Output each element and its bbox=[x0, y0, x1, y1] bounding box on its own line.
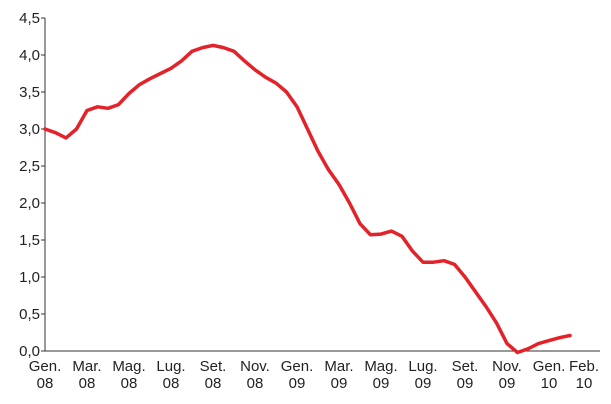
y-tick-label: 0,5 bbox=[19, 306, 40, 323]
series-line bbox=[43, 43, 572, 355]
x-tick-year: 09 bbox=[499, 375, 516, 392]
x-tick-label: Lug. 08 bbox=[156, 358, 185, 392]
x-tick-year: 08 bbox=[79, 375, 96, 392]
x-tick-month: Set. bbox=[452, 358, 479, 375]
x-tick-label: Set. 08 bbox=[200, 358, 227, 392]
x-tick-year: 08 bbox=[121, 375, 138, 392]
x-tick-label: Mar. 08 bbox=[72, 358, 101, 392]
x-tick-month: Mar. bbox=[72, 358, 101, 375]
x-tick-month: Feb. bbox=[569, 358, 599, 375]
x-tick-year: 08 bbox=[247, 375, 264, 392]
x-tick-year: 09 bbox=[289, 375, 306, 392]
y-tick-label: 1,5 bbox=[19, 232, 40, 249]
x-tick-label: Set. 09 bbox=[452, 358, 479, 392]
x-tick-year: 08 bbox=[163, 375, 180, 392]
x-tick-month: Mag. bbox=[112, 358, 145, 375]
x-tick-label: Mag. 08 bbox=[112, 358, 145, 392]
x-tick-year: 10 bbox=[576, 375, 593, 392]
x-tick-year: 09 bbox=[373, 375, 390, 392]
y-tick-label: 3,0 bbox=[19, 121, 40, 138]
x-tick-year: 09 bbox=[415, 375, 432, 392]
x-tick-label: Gen. 10 bbox=[533, 358, 566, 392]
x-tick-label: Nov. 08 bbox=[240, 358, 270, 392]
x-tick-year: 09 bbox=[457, 375, 474, 392]
y-tick-label: 1,0 bbox=[19, 269, 40, 286]
x-tick-year: 08 bbox=[37, 375, 54, 392]
x-tick-label: Lug. 09 bbox=[408, 358, 437, 392]
x-tick-label: Mar. 09 bbox=[324, 358, 353, 392]
x-tick-month: Lug. bbox=[408, 358, 437, 375]
y-tick-label: 4,0 bbox=[19, 47, 40, 64]
x-tick-year: 10 bbox=[541, 375, 558, 392]
x-tick-label: Gen. 09 bbox=[281, 358, 314, 392]
y-tick-label: 2,0 bbox=[19, 195, 40, 212]
x-tick-month: Nov. bbox=[492, 358, 522, 375]
x-tick-month: Gen. bbox=[29, 358, 62, 375]
x-tick-year: 08 bbox=[205, 375, 222, 392]
y-tick-label: 3,5 bbox=[19, 84, 40, 101]
x-tick-month: Nov. bbox=[240, 358, 270, 375]
x-tick-label: Gen. 08 bbox=[29, 358, 62, 392]
x-tick-label: Nov. 09 bbox=[492, 358, 522, 392]
y-tick-label: 4,5 bbox=[19, 10, 40, 27]
x-tick-label: Mag. 09 bbox=[364, 358, 397, 392]
x-tick-label: Feb. 10 bbox=[569, 358, 599, 392]
x-tick-month: Gen. bbox=[281, 358, 314, 375]
x-tick-month: Mar. bbox=[324, 358, 353, 375]
x-tick-year: 09 bbox=[331, 375, 348, 392]
y-tick-label: 0,0 bbox=[19, 343, 40, 360]
x-tick-month: Lug. bbox=[156, 358, 185, 375]
y-tick-label: 2,5 bbox=[19, 158, 40, 175]
x-tick-month: Set. bbox=[200, 358, 227, 375]
x-tick-month: Mag. bbox=[364, 358, 397, 375]
x-tick-month: Gen. bbox=[533, 358, 566, 375]
